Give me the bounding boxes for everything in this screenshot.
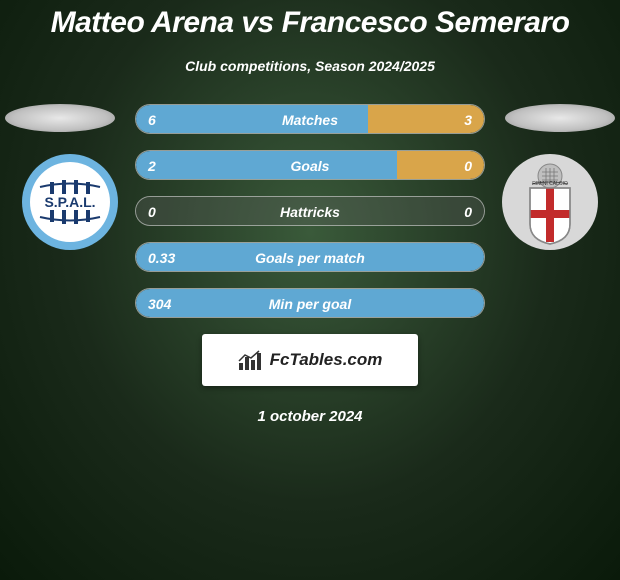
stat-row: Goals2 0 [135, 150, 485, 180]
rimini-logo-icon: RIMINI CALCIO [500, 152, 600, 252]
stat-label: Hattricks [136, 197, 484, 226]
stats-list: Matches63Goals20Hattricks00Goals per mat… [135, 104, 485, 318]
comparison-panel: S.P.A.L. RIMINI CALCIO Matches63Goals20H… [0, 104, 620, 425]
platform-left [5, 104, 115, 132]
stat-value-left: 6 [148, 105, 156, 134]
brand-text: FcTables.com [270, 350, 383, 370]
stat-row: Matches6 3 [135, 104, 485, 134]
stat-value-left: 2 [148, 151, 156, 180]
svg-text:S.P.A.L.: S.P.A.L. [44, 194, 95, 210]
bar-chart-icon [238, 349, 264, 371]
stat-value-left: 0 [148, 197, 156, 226]
stat-value-right: 3 [464, 105, 472, 134]
platform-right [505, 104, 615, 132]
spal-logo-icon: S.P.A.L. [20, 152, 120, 252]
stat-label: Goals per match [136, 243, 484, 272]
club-badge-left: S.P.A.L. [20, 152, 120, 252]
stat-value-right: 0 [464, 197, 472, 226]
stat-row: Goals per match0.33 [135, 242, 485, 272]
stat-label: Matches [136, 105, 484, 134]
brand-box: FcTables.com [202, 334, 418, 386]
date-text: 1 october 2024 [0, 408, 620, 425]
club-badge-right: RIMINI CALCIO [500, 152, 600, 252]
stat-label: Goals [136, 151, 484, 180]
stat-value-left: 304 [148, 289, 171, 318]
stat-value-left: 0.33 [148, 243, 175, 272]
svg-text:RIMINI CALCIO: RIMINI CALCIO [532, 181, 568, 187]
stat-row: Min per goal304 [135, 288, 485, 318]
stat-value-right: 0 [464, 151, 472, 180]
subtitle: Club competitions, Season 2024/2025 [0, 58, 620, 74]
page-title: Matteo Arena vs Francesco Semeraro [0, 0, 620, 40]
stat-row: Hattricks0 0 [135, 196, 485, 226]
stat-label: Min per goal [136, 289, 484, 318]
